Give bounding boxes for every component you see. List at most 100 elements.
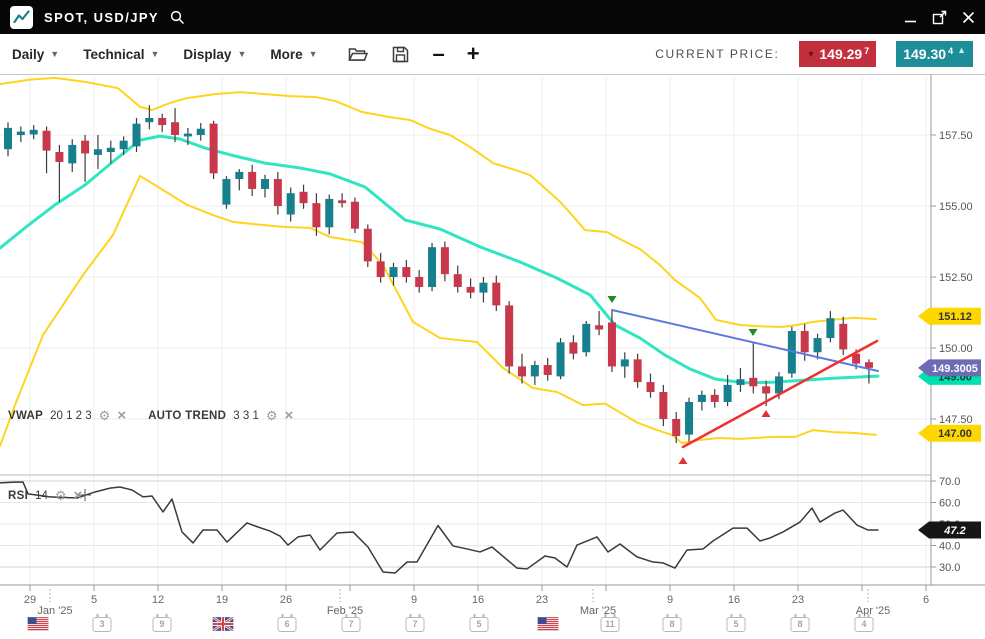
economic-calendar-icon[interactable]: 8 xyxy=(662,614,682,632)
vwap-remove-icon[interactable]: × xyxy=(117,407,127,424)
candle xyxy=(518,366,526,377)
candle xyxy=(325,198,334,228)
time-axis-label: 9 xyxy=(667,594,673,606)
app-logo-icon[interactable] xyxy=(10,5,33,29)
us-flag-icon[interactable] xyxy=(537,617,559,631)
time-axis-label: 16 xyxy=(728,594,740,606)
candle xyxy=(440,247,449,275)
candle xyxy=(428,247,437,287)
economic-calendar-icon[interactable]: 4 xyxy=(854,614,874,632)
vwap-line xyxy=(0,134,880,385)
symbol-title: SPOT, USD/JPY xyxy=(44,9,160,25)
price-tag-149.3005-text: 149.3005 xyxy=(932,363,978,375)
zoom-in-button[interactable]: + xyxy=(466,41,480,66)
candle xyxy=(145,117,154,123)
menu-technical-label: Technical xyxy=(83,46,145,62)
calendar-day-number: 9 xyxy=(152,614,172,632)
economic-calendar-icon[interactable]: 7 xyxy=(341,614,361,632)
time-axis-label: 6 xyxy=(923,594,929,606)
candle xyxy=(633,359,642,383)
autotrend-remove-icon[interactable]: × xyxy=(284,407,294,424)
candle xyxy=(852,353,861,364)
menu-display[interactable]: Display ▼ xyxy=(183,47,246,62)
rsi-value-tag xyxy=(918,521,981,539)
vwap-legend-label: VWAP xyxy=(8,409,44,422)
candle xyxy=(762,386,771,394)
economic-calendar-icon[interactable]: 7 xyxy=(405,614,425,632)
trend-signal-down-triangle-icon xyxy=(748,329,758,336)
rsi-settings-gear-icon[interactable]: ⚙ xyxy=(54,488,67,503)
uk-flag-icon[interactable] xyxy=(212,617,234,631)
candle xyxy=(68,144,77,164)
menu-more-label: More xyxy=(270,46,303,62)
price-axis-label: 157.50 xyxy=(939,130,973,142)
title-bar: SPOT, USD/JPY xyxy=(0,0,985,34)
economic-calendar-icon[interactable]: 3 xyxy=(92,614,112,632)
autotrend-legend-params: 3 3 1 xyxy=(233,409,259,422)
economic-calendar-icon[interactable]: 6 xyxy=(277,614,297,632)
price-tag-147.00 xyxy=(918,424,981,442)
candle xyxy=(93,149,102,155)
rsi-legend-params: 14 xyxy=(35,489,48,502)
candle xyxy=(286,193,295,215)
autotrend-settings-gear-icon[interactable]: ⚙ xyxy=(265,408,278,423)
economic-calendar-icon[interactable]: 11 xyxy=(600,614,620,632)
rsi-remove-icon[interactable]: × xyxy=(73,487,83,504)
vwap-legend-params: 20 1 2 3 xyxy=(50,409,92,422)
economic-calendar-icon[interactable]: 5 xyxy=(469,614,489,632)
search-icon[interactable] xyxy=(170,10,185,25)
time-axis-label: 29 xyxy=(24,594,36,606)
economic-calendar-icon[interactable]: 5 xyxy=(726,614,746,632)
candle xyxy=(505,305,514,367)
open-folder-icon[interactable] xyxy=(347,46,368,62)
price-axis-label: 155.00 xyxy=(939,201,973,213)
chart-line-glyph xyxy=(13,9,30,23)
candle xyxy=(273,179,282,206)
month-label: Jan '25 xyxy=(37,605,72,617)
zoom-out-button[interactable]: – xyxy=(432,41,445,66)
calendar-day-number: 7 xyxy=(405,614,425,632)
current-price-panel: CURRENT PRICE: ▼ 149.29 7 149.30 4 ▲ xyxy=(655,41,973,67)
time-axis-label: 9 xyxy=(411,594,417,606)
month-label: Mar '25 xyxy=(580,605,616,617)
rsi-line xyxy=(0,481,879,574)
economic-calendar-icon[interactable]: 9 xyxy=(152,614,172,632)
minimize-button[interactable] xyxy=(904,8,917,26)
rsi-axis-label: 30.0 xyxy=(939,562,960,574)
calendar-day-number: 3 xyxy=(92,614,112,632)
price-axis-label: 152.50 xyxy=(939,272,973,284)
close-button[interactable] xyxy=(962,8,975,26)
popout-button[interactable] xyxy=(932,8,947,26)
candle xyxy=(376,261,385,277)
chevron-down-icon: ▼ xyxy=(237,48,247,59)
save-icon[interactable] xyxy=(392,46,409,63)
menu-more[interactable]: More ▼ xyxy=(270,47,317,62)
candle xyxy=(196,128,205,135)
candle xyxy=(839,323,848,350)
trend-signal-up-triangle-icon xyxy=(678,457,688,464)
vwap-settings-gear-icon[interactable]: ⚙ xyxy=(98,408,111,423)
candle xyxy=(864,362,873,368)
candle xyxy=(248,171,257,189)
menu-technical[interactable]: Technical ▼ xyxy=(83,47,159,62)
candle xyxy=(453,274,462,287)
price-axis-label: 150.00 xyxy=(939,343,973,355)
candle xyxy=(261,179,269,189)
calendar-day-number: 8 xyxy=(790,614,810,632)
window-controls xyxy=(904,8,975,26)
rsi-axis-label: 40.0 xyxy=(939,541,960,553)
time-axis-label: 23 xyxy=(536,594,548,606)
autotrend-legend-label: AUTO TREND xyxy=(148,409,227,422)
rsi-legend-label: RSI xyxy=(8,489,29,502)
chevron-down-icon: ▼ xyxy=(50,48,60,59)
us-flag-icon[interactable] xyxy=(27,617,49,631)
economic-calendar-icon[interactable]: 8 xyxy=(790,614,810,632)
calendar-day-number: 8 xyxy=(662,614,682,632)
candle xyxy=(479,282,488,293)
candle xyxy=(736,379,745,385)
time-axis-label: 26 xyxy=(280,594,292,606)
month-label: Feb '25 xyxy=(327,605,363,617)
menu-interval[interactable]: Daily ▼ xyxy=(12,47,59,62)
